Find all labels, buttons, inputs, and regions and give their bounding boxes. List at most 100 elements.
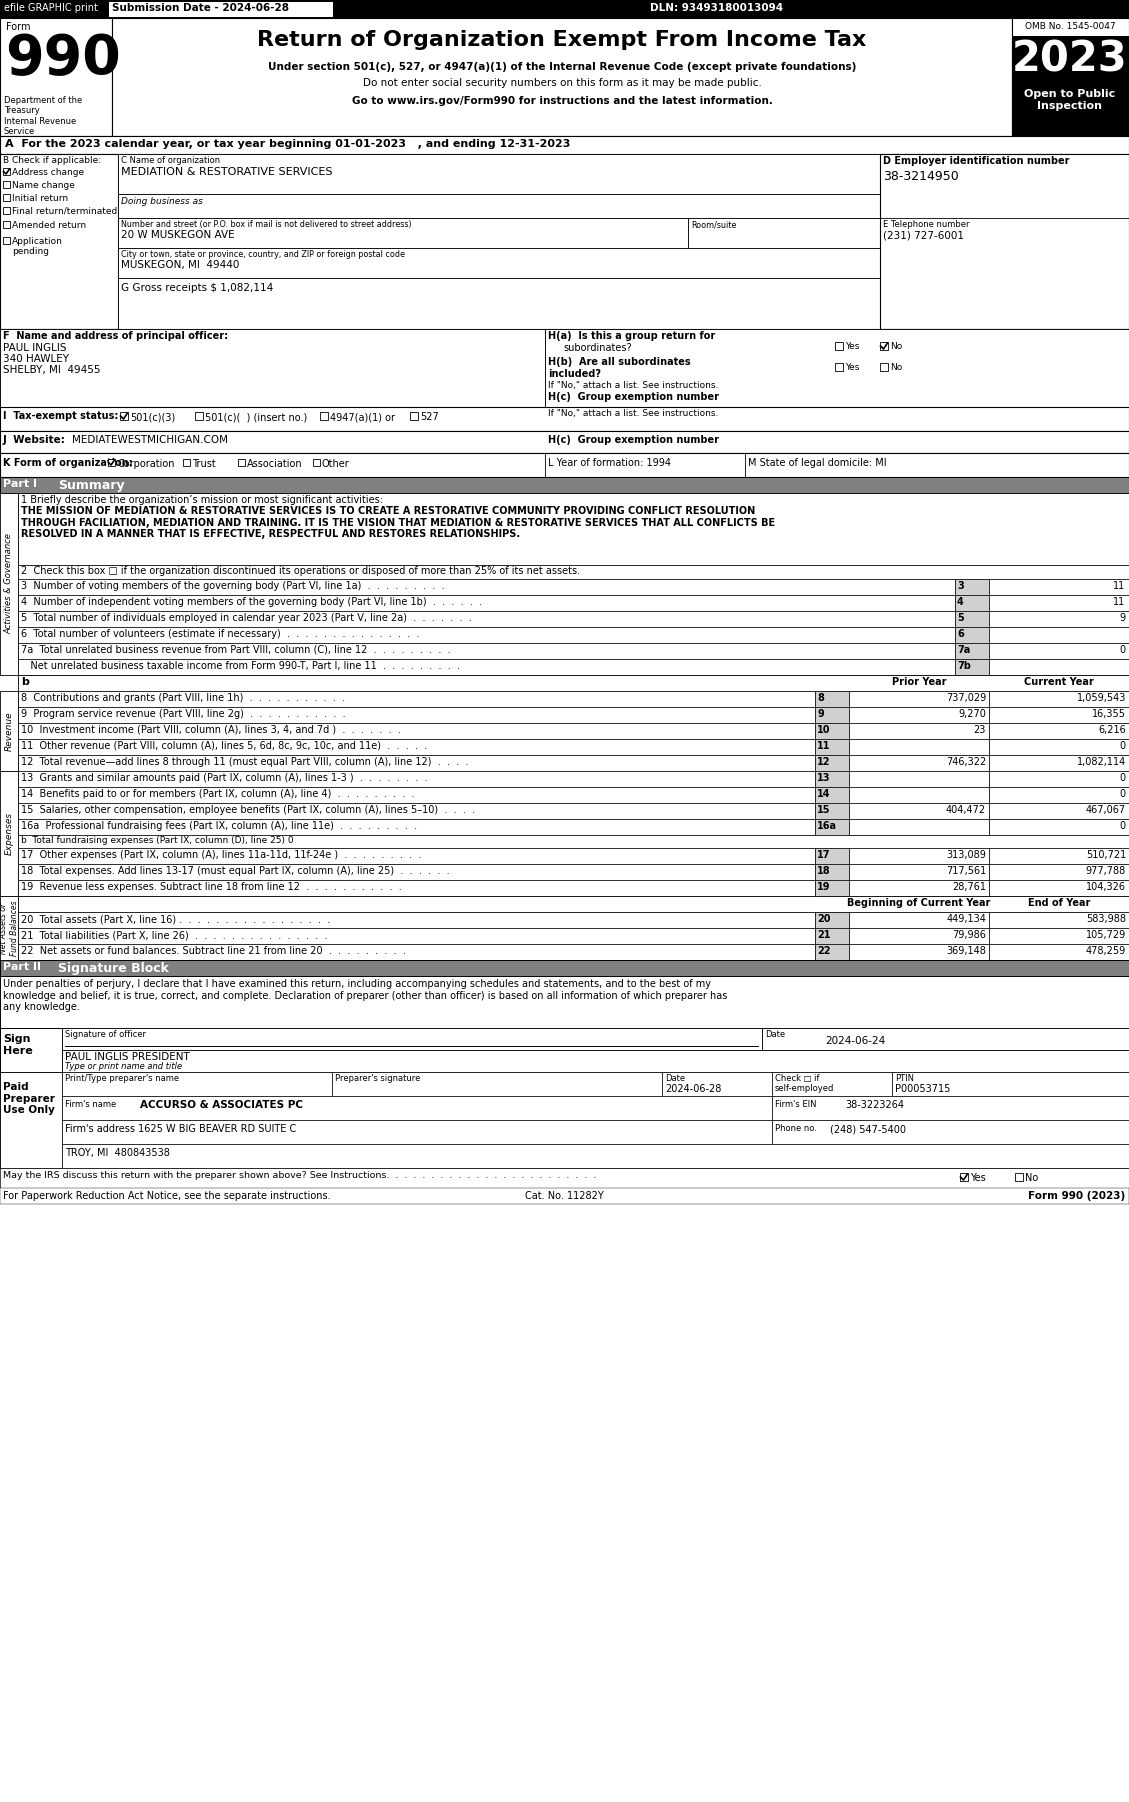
- Bar: [18, 578, 955, 595]
- Text: B Check if applicable:: B Check if applicable:: [3, 157, 102, 166]
- Text: 11: 11: [1113, 596, 1124, 607]
- Bar: [989, 912, 1129, 928]
- Text: SHELBY, MI  49455: SHELBY, MI 49455: [3, 366, 100, 375]
- Bar: [989, 849, 1129, 863]
- Text: 15: 15: [817, 805, 831, 815]
- Bar: [18, 928, 815, 944]
- Text: 501(c)(  ) (insert no.): 501(c)( ) (insert no.): [205, 413, 307, 422]
- Text: If "No," attach a list. See instructions.: If "No," attach a list. See instructions…: [548, 409, 718, 418]
- Text: Preparer's signature: Preparer's signature: [335, 1074, 420, 1083]
- Bar: [849, 804, 989, 818]
- Bar: [815, 755, 849, 771]
- Text: 0: 0: [1120, 789, 1126, 798]
- Text: 22  Net assets or fund balances. Subtract line 21 from line 20  .  .  .  .  .  .: 22 Net assets or fund balances. Subtract…: [21, 946, 405, 957]
- Bar: [0, 407, 1129, 431]
- Text: 20 W MUSKEGON AVE: 20 W MUSKEGON AVE: [121, 231, 235, 240]
- Bar: [879, 342, 889, 350]
- Text: 1,082,114: 1,082,114: [1077, 757, 1126, 768]
- Text: Room/suite: Room/suite: [691, 220, 736, 229]
- Bar: [989, 944, 1129, 960]
- Bar: [955, 627, 989, 643]
- Bar: [849, 849, 989, 863]
- Bar: [849, 723, 989, 739]
- Text: efile GRAPHIC print: efile GRAPHIC print: [5, 4, 98, 13]
- Bar: [879, 153, 1129, 330]
- Bar: [1012, 86, 1129, 135]
- Text: Do not enter social security numbers on this form as it may be made public.: Do not enter social security numbers on …: [362, 77, 761, 88]
- Bar: [815, 690, 849, 706]
- Bar: [989, 771, 1129, 787]
- Bar: [0, 18, 112, 135]
- Text: Doing business as: Doing business as: [121, 196, 203, 205]
- Text: 737,029: 737,029: [946, 694, 986, 703]
- Bar: [892, 1072, 1129, 1096]
- Bar: [989, 787, 1129, 804]
- Bar: [815, 863, 849, 879]
- Bar: [18, 739, 815, 755]
- Text: 11: 11: [817, 741, 831, 751]
- Bar: [0, 0, 1129, 18]
- Bar: [815, 912, 849, 928]
- Bar: [849, 863, 989, 879]
- Text: J  Website:: J Website:: [3, 434, 65, 445]
- Text: 583,988: 583,988: [1086, 914, 1126, 924]
- Text: Yes: Yes: [844, 362, 859, 371]
- Bar: [62, 1072, 332, 1096]
- Bar: [18, 849, 815, 863]
- Bar: [989, 863, 1129, 879]
- Text: I  Tax-exempt status:: I Tax-exempt status:: [3, 411, 119, 422]
- Text: End of Year: End of Year: [1027, 897, 1091, 908]
- Text: TROY, MI  480843538: TROY, MI 480843538: [65, 1148, 169, 1159]
- Text: Net Assets or
Fund Balances: Net Assets or Fund Balances: [0, 901, 19, 955]
- Bar: [0, 18, 1129, 135]
- Bar: [18, 755, 815, 771]
- Text: 104,326: 104,326: [1086, 881, 1126, 892]
- Bar: [989, 578, 1129, 595]
- Text: 20: 20: [817, 914, 831, 924]
- Text: 7a: 7a: [957, 645, 970, 654]
- Bar: [815, 818, 849, 834]
- Text: Cat. No. 11282Y: Cat. No. 11282Y: [525, 1191, 603, 1200]
- Text: 977,788: 977,788: [1086, 867, 1126, 876]
- Text: Current Year: Current Year: [1024, 678, 1094, 687]
- Text: Summary: Summary: [58, 479, 124, 492]
- Text: 9,270: 9,270: [959, 708, 986, 719]
- Text: Prior Year: Prior Year: [892, 678, 946, 687]
- Bar: [772, 1121, 1129, 1144]
- Bar: [18, 834, 1129, 849]
- Text: Submission Date - 2024-06-28: Submission Date - 2024-06-28: [112, 4, 289, 13]
- Text: b  Total fundraising expenses (Part IX, column (D), line 25) 0: b Total fundraising expenses (Part IX, c…: [21, 836, 294, 845]
- Bar: [0, 1072, 62, 1168]
- Bar: [0, 452, 1129, 478]
- Bar: [849, 690, 989, 706]
- Bar: [835, 342, 843, 350]
- Bar: [195, 413, 203, 420]
- Bar: [0, 771, 18, 896]
- Text: Firm's address 1625 W BIG BEAVER RD SUITE C: Firm's address 1625 W BIG BEAVER RD SUIT…: [65, 1124, 296, 1133]
- Text: Trust: Trust: [192, 460, 216, 469]
- Bar: [0, 690, 18, 771]
- Text: 2024-06-28: 2024-06-28: [665, 1085, 721, 1094]
- Text: Number and street (or P.O. box if mail is not delivered to street address): Number and street (or P.O. box if mail i…: [121, 220, 412, 229]
- Bar: [662, 1072, 772, 1096]
- Bar: [989, 595, 1129, 611]
- Bar: [18, 944, 815, 960]
- Text: Check □ if
self-employed: Check □ if self-employed: [774, 1074, 834, 1094]
- Text: Amended return: Amended return: [12, 222, 86, 231]
- Bar: [989, 818, 1129, 834]
- Bar: [815, 928, 849, 944]
- Bar: [772, 1072, 892, 1096]
- Bar: [3, 238, 10, 243]
- Text: 11  Other revenue (Part VIII, column (A), lines 5, 6d, 8c, 9c, 10c, and 11e)  . : 11 Other revenue (Part VIII, column (A),…: [21, 741, 427, 751]
- Bar: [815, 849, 849, 863]
- Text: Form: Form: [6, 22, 30, 32]
- Bar: [989, 739, 1129, 755]
- Text: 16,355: 16,355: [1092, 708, 1126, 719]
- Bar: [815, 879, 849, 896]
- Text: D Employer identification number: D Employer identification number: [883, 157, 1069, 166]
- Text: 6: 6: [957, 629, 964, 640]
- Bar: [762, 1027, 1129, 1051]
- Bar: [0, 478, 1129, 494]
- Text: Yes: Yes: [970, 1173, 986, 1182]
- Bar: [108, 460, 115, 467]
